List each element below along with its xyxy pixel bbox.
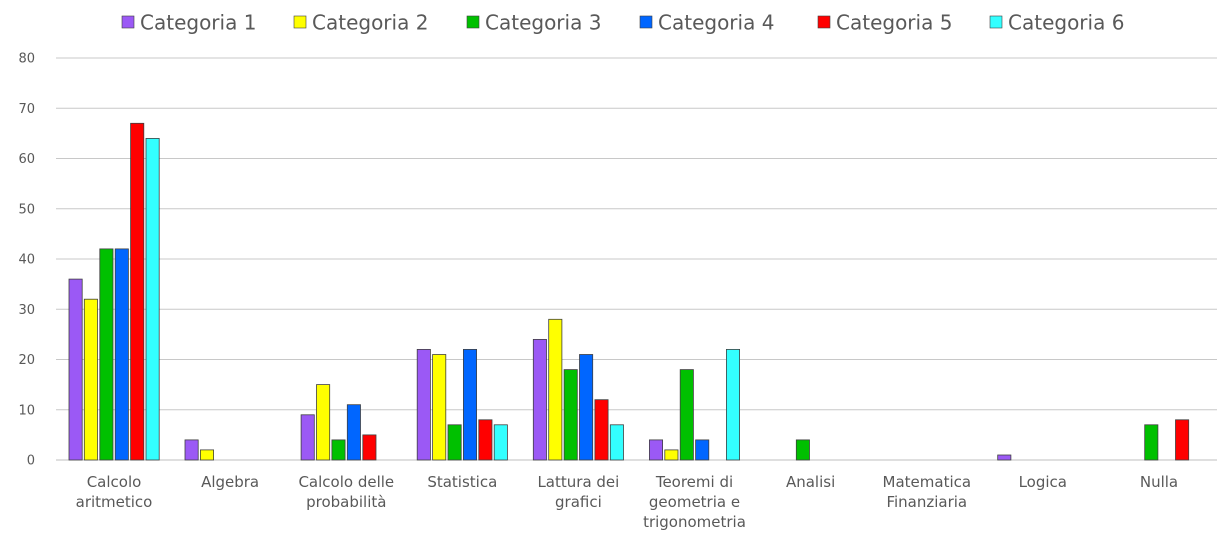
legend-swatch xyxy=(639,15,653,29)
bar-categoria-2 xyxy=(316,384,331,461)
bar-categoria-5 xyxy=(1175,419,1190,461)
legend-swatch xyxy=(121,15,135,29)
bar-categoria-3 xyxy=(331,439,346,461)
x-tick-label: Teoremi di geometria e trigonometria xyxy=(643,473,746,531)
y-tick-label: 60 xyxy=(18,152,35,167)
bar-categoria-1 xyxy=(532,338,547,461)
bar-categoria-3 xyxy=(563,369,578,461)
legend-label: Categoria 4 xyxy=(658,11,774,35)
bar-categoria-5 xyxy=(478,419,493,461)
y-tick-label: 10 xyxy=(18,403,35,418)
y-tick-label: 70 xyxy=(18,102,35,117)
legend-swatch xyxy=(293,15,307,29)
y-tick-label: 80 xyxy=(18,52,35,67)
bar-categoria-3 xyxy=(447,424,462,461)
legend-item: Categoria 3 xyxy=(466,11,601,35)
bar-categoria-4 xyxy=(579,354,594,461)
x-axis-labels: Calcolo aritmetico Algebra Calcolo delle pro… xyxy=(76,473,1179,531)
legend-item: Categoria 5 xyxy=(817,11,952,35)
bar-categoria-1 xyxy=(997,454,1012,461)
legend-label: Categoria 6 xyxy=(1008,11,1124,35)
bar-categoria-5 xyxy=(130,122,145,461)
bar-categoria-5 xyxy=(362,434,377,461)
bar-categoria-2 xyxy=(664,449,679,461)
legend-item: Categoria 4 xyxy=(639,11,774,35)
y-tick-label: 0 xyxy=(27,454,35,469)
legend-label: Categoria 3 xyxy=(485,11,601,35)
bar-categoria-6 xyxy=(145,137,160,461)
x-tick-label: Statistica xyxy=(427,473,497,491)
bar-categoria-2 xyxy=(432,354,447,461)
bar-categoria-3 xyxy=(1144,424,1159,461)
legend-swatch xyxy=(817,15,831,29)
bars xyxy=(68,122,1190,461)
y-axis-ticks: 0 10 20 30 40 50 60 70 80 xyxy=(18,52,35,469)
bar-categoria-3 xyxy=(99,248,114,461)
bar-categoria-4 xyxy=(114,248,129,461)
bar-categoria-2 xyxy=(83,298,98,461)
bar-categoria-1 xyxy=(184,439,199,461)
legend-swatch xyxy=(989,15,1003,29)
bar-categoria-6 xyxy=(493,424,508,461)
bar-categoria-1 xyxy=(300,414,315,461)
y-tick-label: 50 xyxy=(18,202,35,217)
bar-categoria-6 xyxy=(609,424,624,461)
legend-label: Categoria 5 xyxy=(836,11,952,35)
bar-categoria-4 xyxy=(346,404,361,461)
y-tick-label: 30 xyxy=(18,303,35,318)
legend-item: Categoria 6 xyxy=(989,11,1124,35)
bar-categoria-2 xyxy=(548,318,563,461)
x-tick-label: Analisi xyxy=(786,473,835,491)
gridlines xyxy=(56,57,1217,461)
bar-categoria-6 xyxy=(726,348,741,461)
x-tick-label: Calcolo delle probabilità xyxy=(298,473,394,511)
y-tick-label: 40 xyxy=(18,253,35,268)
legend: Categoria 1 Categoria 2 Categoria 3 Categor… xyxy=(121,11,1124,35)
bar-categoria-1 xyxy=(649,439,664,461)
bar-categoria-3 xyxy=(795,439,810,461)
bar-categoria-1 xyxy=(68,278,83,461)
bar-categoria-4 xyxy=(462,348,477,461)
bar-categoria-3 xyxy=(679,369,694,461)
y-tick-label: 20 xyxy=(18,353,35,368)
x-tick-label: Logica xyxy=(1019,473,1067,491)
x-tick-label: Matematica Finanziaria xyxy=(883,473,972,511)
x-tick-label: Calcolo aritmetico xyxy=(76,473,153,511)
legend-label: Categoria 2 xyxy=(312,11,428,35)
bar-categoria-4 xyxy=(695,439,710,461)
x-tick-label: Nulla xyxy=(1140,473,1178,491)
bar-categoria-5 xyxy=(594,399,609,461)
bar-categoria-2 xyxy=(199,449,214,461)
bar-categoria-1 xyxy=(416,348,431,461)
legend-label: Categoria 1 xyxy=(140,11,256,35)
legend-item: Categoria 1 xyxy=(121,11,256,35)
legend-swatch xyxy=(466,15,480,29)
x-tick-label: Algebra xyxy=(201,473,259,491)
x-tick-label: Lattura dei grafici xyxy=(537,473,619,511)
legend-item: Categoria 2 xyxy=(293,11,428,35)
